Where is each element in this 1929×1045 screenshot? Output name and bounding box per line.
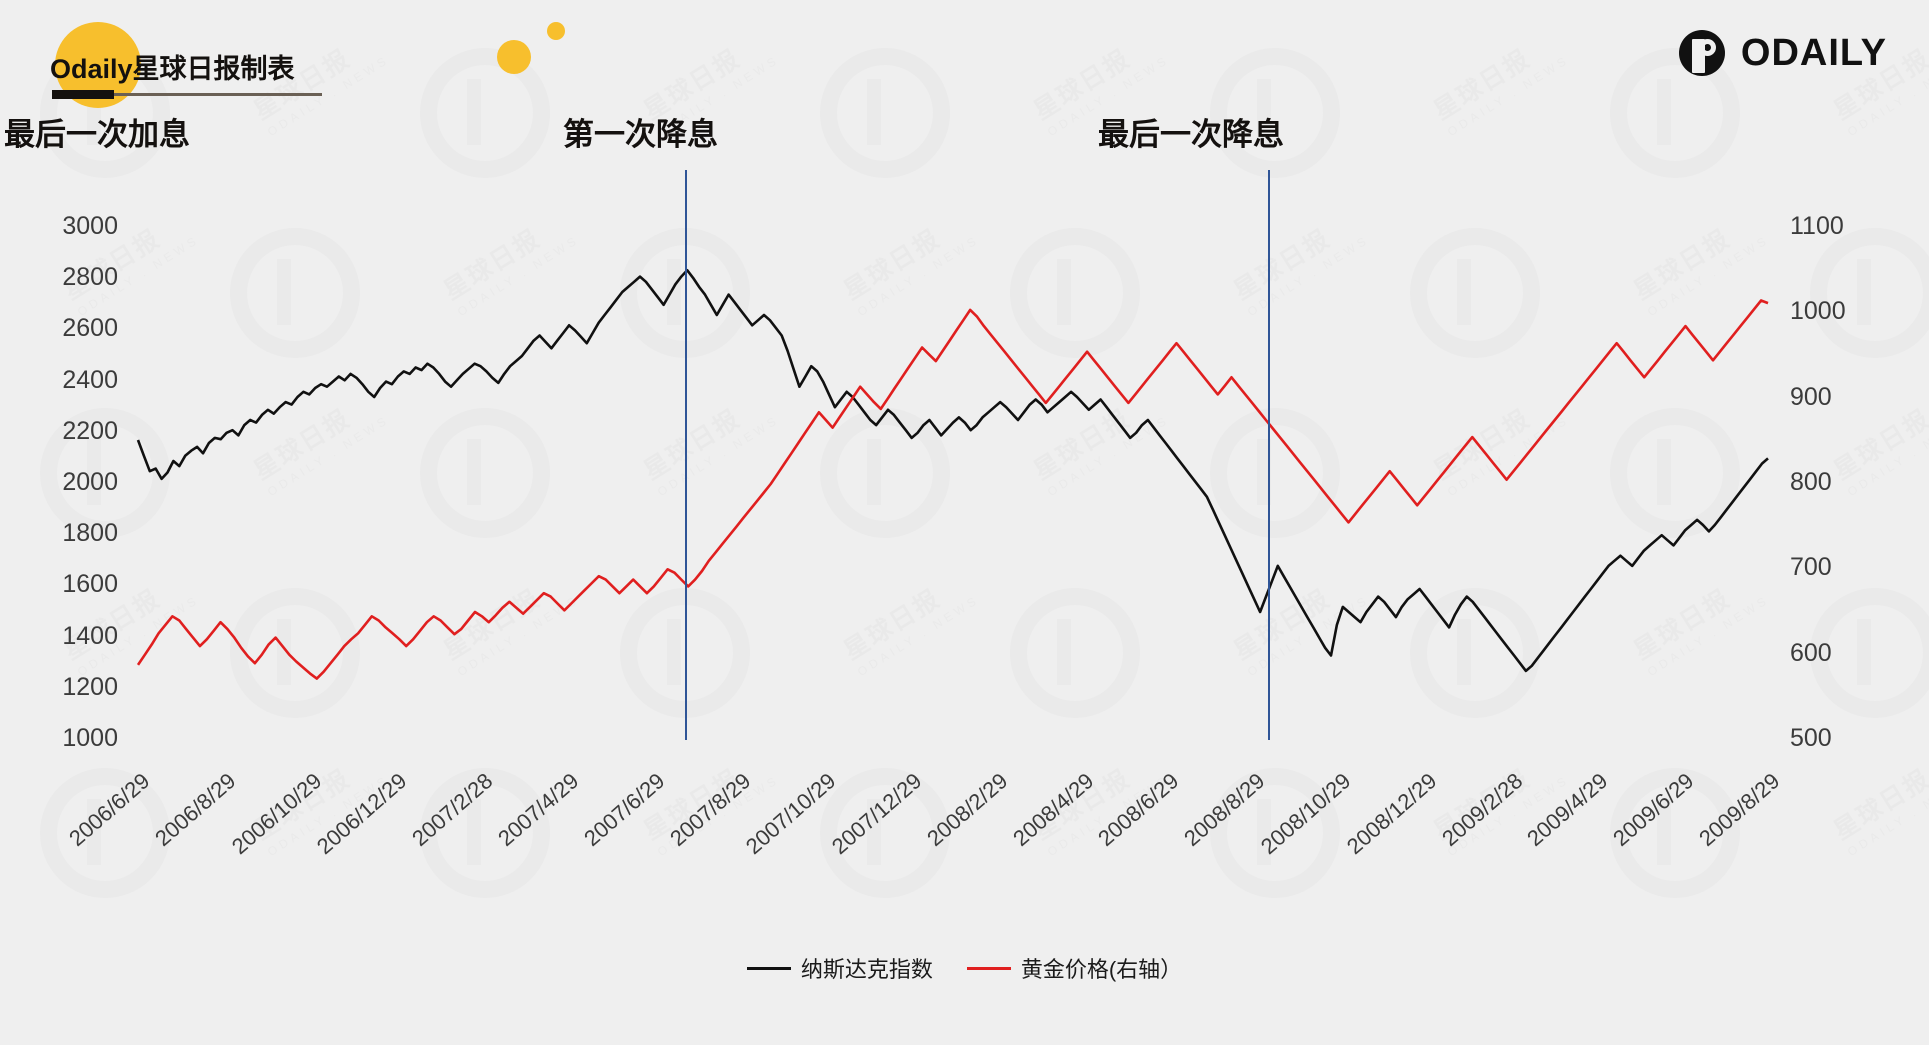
axis-tick-label: 1600 bbox=[62, 570, 118, 599]
annotation-first-rate-cut: 第一次降息 bbox=[563, 117, 718, 152]
brand-title: Odaily星球日报制表 bbox=[50, 54, 295, 84]
axis-tick-label: 700 bbox=[1790, 553, 1832, 582]
axis-tick-label: 2600 bbox=[62, 314, 118, 343]
axis-tick-label: 2000 bbox=[62, 468, 118, 496]
y-axis-left: 3000 2800 2600 2400 2200 2000 1800 1600 1400 1200… bbox=[0, 212, 118, 752]
series-lines bbox=[136, 268, 1769, 680]
marker-line-first-rate-cut bbox=[684, 170, 687, 740]
legend-label: 纳斯达克指数 bbox=[800, 957, 933, 982]
axis-tick-label: 900 bbox=[1790, 382, 1832, 411]
annotation-last-rate-cut: 最后一次降息 bbox=[1098, 117, 1284, 152]
axis-tick-label: 2200 bbox=[62, 416, 118, 445]
odaily-circle-p-icon bbox=[1678, 30, 1725, 76]
legend-swatch-line bbox=[966, 966, 1011, 970]
axis-tick-label: 600 bbox=[1790, 638, 1832, 667]
axis-tick-label: 2800 bbox=[62, 263, 118, 292]
odaily-logo: ODAILY bbox=[1678, 30, 1887, 76]
axis-tick-label: 800 bbox=[1790, 468, 1832, 496]
brand-accent-dot-small bbox=[547, 22, 565, 40]
annotation-last-rate-hike: 最后一次加息 bbox=[4, 117, 190, 152]
axis-tick-label: 500 bbox=[1790, 724, 1832, 752]
brand-accent-dot-medium bbox=[497, 40, 531, 74]
odaily-wordmark: ODAILY bbox=[1740, 31, 1887, 74]
axis-tick-label: 2400 bbox=[62, 365, 118, 394]
y-axis-right: 1100 1000 900 800 700 600 500 bbox=[1790, 212, 1920, 752]
x-axis: 2006/6/29 2006/8/29 2006/10/29 2006/12/29 20… bbox=[0, 752, 1929, 912]
legend-item-nasdaq: 纳斯达克指数 bbox=[746, 952, 933, 984]
axis-tick-label: 1100 bbox=[1790, 212, 1844, 240]
chart-legend: 纳斯达克指数 黄金价格(右轴） bbox=[0, 952, 1929, 984]
plot-area bbox=[136, 170, 1769, 740]
marker-line-last-rate-cut bbox=[1268, 170, 1271, 740]
brand-rule-cap bbox=[52, 90, 114, 99]
series-line-gold bbox=[136, 299, 1769, 680]
page-header: Odaily星球日报制表 ODAILY bbox=[0, 0, 1929, 108]
legend-label: 黄金价格(右轴） bbox=[1020, 957, 1183, 982]
legend-item-gold: 黄金价格(右轴） bbox=[966, 952, 1183, 984]
axis-tick-label: 1400 bbox=[62, 621, 118, 650]
brand-rule bbox=[52, 93, 322, 96]
legend-swatch-line bbox=[746, 966, 791, 970]
axis-tick-label: 1000 bbox=[62, 724, 118, 752]
axis-tick-label: 1800 bbox=[62, 519, 118, 548]
axis-tick-label: 1200 bbox=[62, 672, 118, 701]
dual-axis-line-chart: 3000 2800 2600 2400 2200 2000 1800 1600 1400 1200… bbox=[0, 160, 1929, 860]
axis-tick-label: 1000 bbox=[1790, 297, 1846, 326]
axis-tick-label: 3000 bbox=[62, 212, 118, 240]
series-line-nasdaq bbox=[136, 268, 1769, 673]
